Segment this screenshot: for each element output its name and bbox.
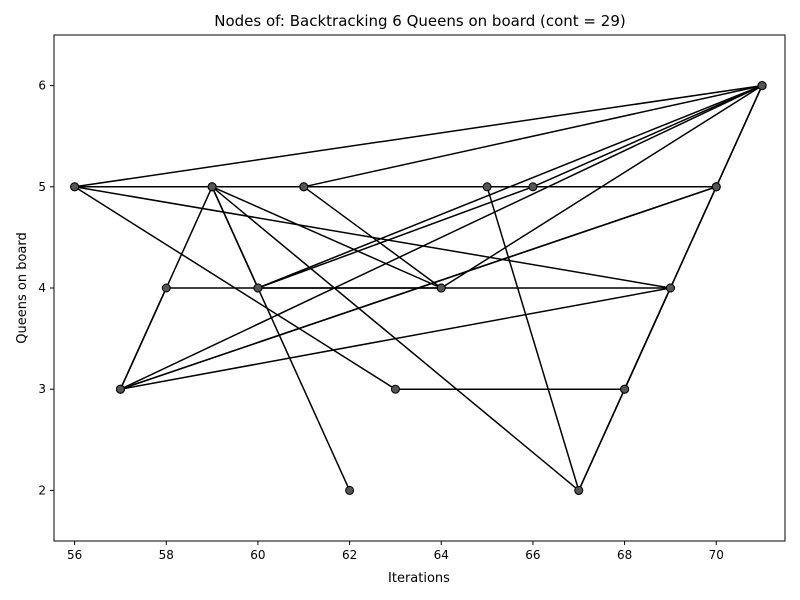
data-point bbox=[253, 283, 263, 293]
y-tick-label: 4 bbox=[38, 281, 46, 295]
x-tick-label: 66 bbox=[525, 548, 540, 562]
data-point bbox=[665, 283, 675, 293]
data-point bbox=[345, 485, 355, 495]
x-tick-label: 60 bbox=[250, 548, 265, 562]
series-lines bbox=[74, 84, 763, 491]
y-axis: 2 3 4 5 6 bbox=[38, 79, 54, 497]
data-point bbox=[711, 182, 721, 192]
x-tick-label: 68 bbox=[617, 548, 632, 562]
series-segment bbox=[578, 388, 626, 491]
series-segment bbox=[74, 186, 396, 390]
series-segment bbox=[211, 186, 259, 289]
data-point bbox=[574, 485, 584, 495]
data-point bbox=[757, 81, 767, 91]
series-segment bbox=[257, 186, 534, 289]
y-tick-label: 3 bbox=[38, 382, 46, 396]
x-tick-label: 56 bbox=[67, 548, 82, 562]
series-segment bbox=[211, 186, 442, 289]
series-segment bbox=[119, 287, 167, 390]
data-point bbox=[436, 283, 446, 293]
series-segment bbox=[74, 84, 763, 188]
x-tick-label: 70 bbox=[709, 548, 724, 562]
x-axis: 56 58 60 62 64 66 68 70 bbox=[67, 541, 724, 562]
series-segment bbox=[303, 186, 442, 289]
y-tick-label: 2 bbox=[38, 483, 46, 497]
x-tick-label: 62 bbox=[342, 548, 357, 562]
data-point bbox=[299, 182, 309, 192]
series-segment bbox=[623, 85, 763, 390]
series-markers bbox=[70, 81, 767, 495]
x-tick-label: 64 bbox=[434, 548, 449, 562]
x-tick-label: 58 bbox=[159, 548, 174, 562]
data-point bbox=[528, 182, 538, 192]
data-point bbox=[390, 384, 400, 394]
y-tick-label: 6 bbox=[38, 79, 46, 93]
data-point bbox=[70, 182, 80, 192]
x-axis-label: Iterations bbox=[388, 571, 450, 586]
chart-title: Nodes of: Backtracking 6 Queens on board… bbox=[214, 12, 625, 30]
y-tick-label: 5 bbox=[38, 180, 46, 194]
y-axis-label: Queens on board bbox=[15, 232, 30, 343]
series-segment bbox=[486, 186, 580, 491]
data-point bbox=[115, 384, 125, 394]
series-segment bbox=[120, 84, 763, 390]
data-point bbox=[482, 182, 492, 192]
data-point bbox=[620, 384, 630, 394]
series-segment bbox=[303, 84, 763, 188]
series-segment bbox=[211, 186, 580, 491]
series-segment bbox=[532, 84, 763, 188]
data-point bbox=[161, 283, 171, 293]
data-point bbox=[207, 182, 217, 192]
